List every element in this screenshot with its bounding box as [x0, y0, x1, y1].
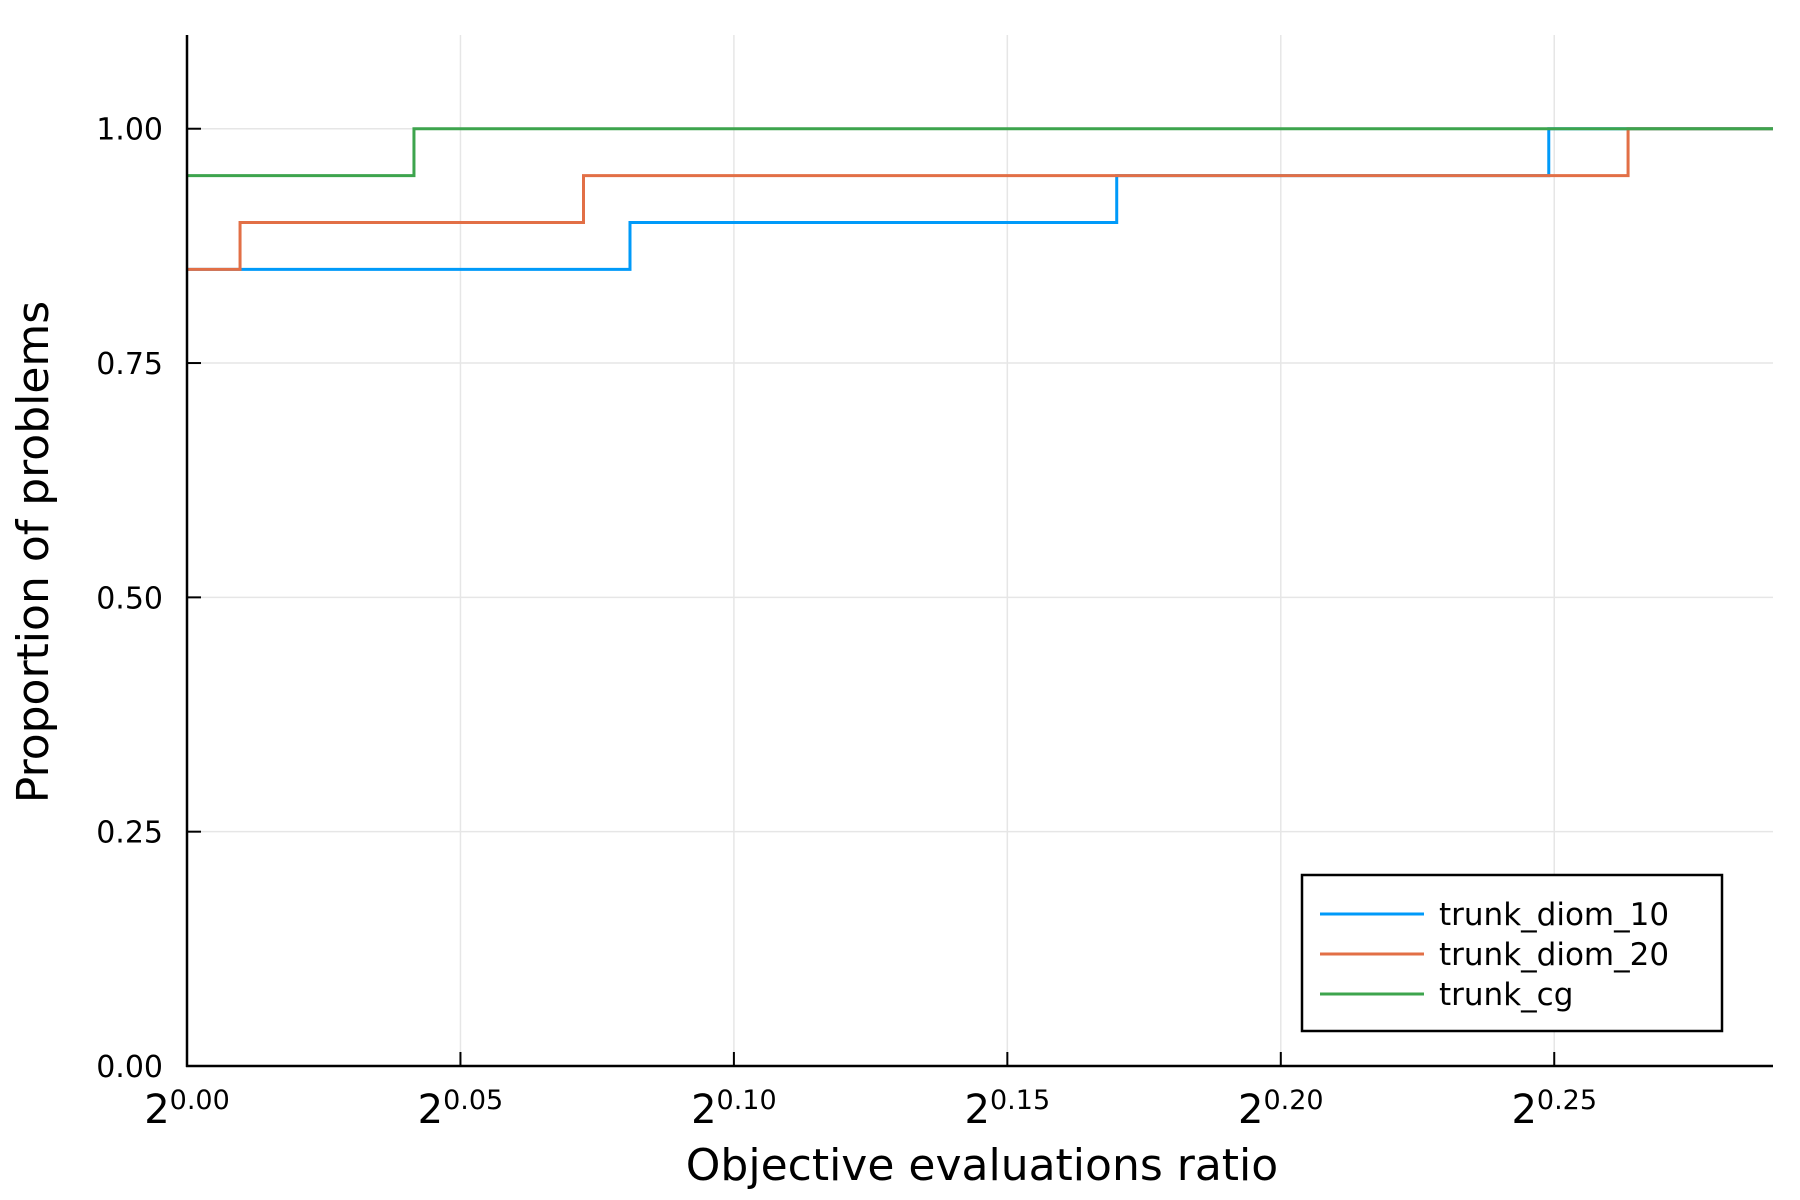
x-tick-base: 2	[144, 1087, 169, 1133]
x-tick-label-1: 20.05	[418, 1085, 504, 1133]
x-tick-exponent: 0.15	[990, 1085, 1050, 1116]
x-tick-label-2: 20.10	[691, 1085, 777, 1133]
series-lines	[187, 127, 1773, 271]
x-tick-exponent: 0.10	[717, 1085, 777, 1116]
x-tick-label-5: 20.25	[1511, 1085, 1597, 1133]
series-line-trunk-diom-20	[187, 127, 1773, 271]
y-tick-label-1: 0.25	[96, 816, 163, 851]
x-tick-exponent: 0.00	[170, 1085, 230, 1116]
series-line-trunk-cg	[187, 127, 1773, 178]
x-tick-base: 2	[1238, 1087, 1263, 1133]
x-tick-label-4: 20.20	[1238, 1085, 1324, 1133]
legend-label-2: trunk_cg	[1439, 977, 1573, 1013]
x-tick-label-3: 20.15	[965, 1085, 1051, 1133]
x-tick-labels: 20.00 20.05 20.10 20.15 20.20 20.25	[144, 1085, 1597, 1133]
y-tick-labels: 0.00 0.25 0.50 0.75 1.00	[96, 113, 163, 1085]
x-tick-base: 2	[691, 1087, 716, 1133]
y-axis-label: Proportion of problems	[8, 301, 59, 803]
y-tick-label-4: 1.00	[96, 113, 163, 148]
y-tick-label-2: 0.50	[96, 581, 163, 616]
y-tick-label-3: 0.75	[96, 347, 163, 382]
axes	[185, 35, 1773, 1068]
legend-label-0: trunk_diom_10	[1439, 897, 1669, 933]
y-tick-label-0: 0.00	[96, 1050, 163, 1085]
series-line-trunk-diom-10	[187, 127, 1773, 271]
x-tick-exponent: 0.20	[1263, 1085, 1323, 1116]
x-tick-base: 2	[1511, 1087, 1536, 1133]
legend: trunk_diom_10 trunk_diom_20 trunk_cg	[1300, 873, 1724, 1033]
x-tick-base: 2	[418, 1087, 443, 1133]
x-tick-label-0: 20.00	[144, 1085, 230, 1133]
legend-label-1: trunk_diom_20	[1439, 937, 1669, 973]
x-tick-exponent: 0.25	[1537, 1085, 1597, 1116]
x-tick-exponent: 0.05	[443, 1085, 503, 1116]
x-axis-label: Objective evaluations ratio	[686, 1140, 1278, 1191]
x-tick-base: 2	[965, 1087, 990, 1133]
